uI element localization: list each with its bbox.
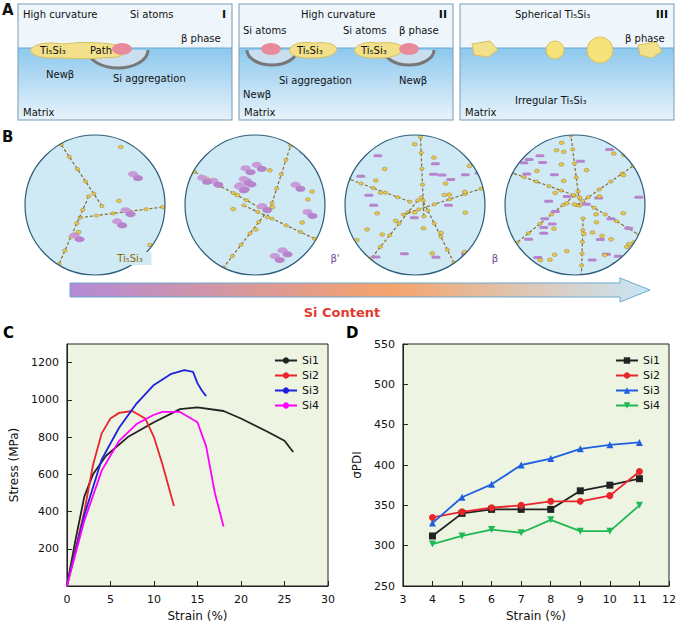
svg-text:350: 350 — [374, 499, 395, 512]
svg-text:High curvature: High curvature — [301, 9, 375, 20]
svg-text:4: 4 — [429, 593, 436, 606]
svg-text:B: B — [2, 128, 13, 146]
svg-text:Si aggregation: Si aggregation — [113, 73, 186, 84]
svg-text:Si1: Si1 — [302, 354, 319, 367]
svg-text:I: I — [222, 8, 226, 21]
svg-text:Matrix: Matrix — [465, 107, 497, 118]
svg-text:II: II — [439, 8, 447, 21]
svg-text:10: 10 — [603, 593, 617, 606]
svg-text:Strain (%): Strain (%) — [167, 609, 227, 623]
svg-text:1200: 1200 — [31, 356, 59, 369]
svg-text:15: 15 — [190, 593, 204, 606]
svg-text:5: 5 — [459, 593, 466, 606]
svg-text:Si3: Si3 — [302, 384, 319, 397]
svg-text:σPDI: σPDI — [350, 451, 364, 479]
svg-text:Matrix: Matrix — [244, 107, 276, 118]
svg-text:450: 450 — [374, 418, 395, 431]
svg-text:600: 600 — [38, 468, 59, 481]
svg-text:400: 400 — [38, 505, 59, 518]
svg-text:550: 550 — [374, 338, 395, 351]
svg-text:800: 800 — [38, 431, 59, 444]
svg-text:Ti₅Si₃: Ti₅Si₃ — [296, 45, 323, 56]
svg-text:6: 6 — [488, 593, 495, 606]
svg-text:11: 11 — [632, 593, 646, 606]
svg-text:Path: Path — [90, 45, 112, 56]
svg-text:8: 8 — [547, 593, 554, 606]
svg-text:250: 250 — [374, 580, 395, 593]
svg-text:Newβ: Newβ — [243, 89, 271, 100]
html-text:D: D — [346, 324, 359, 342]
svg-text:Matrix: Matrix — [23, 107, 55, 118]
svg-text:Si2: Si2 — [302, 369, 319, 382]
svg-text:β phase: β phase — [399, 25, 439, 36]
svg-text:7: 7 — [518, 593, 525, 606]
svg-text:200: 200 — [38, 542, 59, 555]
svg-text:400: 400 — [374, 459, 395, 472]
svg-text:Si4: Si4 — [302, 399, 319, 412]
svg-text:Newβ: Newβ — [46, 69, 74, 80]
svg-text:10: 10 — [147, 593, 161, 606]
svg-text:Ti₅Si₃: Ti₅Si₃ — [116, 253, 143, 264]
svg-text:Si aggregation: Si aggregation — [279, 75, 352, 86]
svg-text:β phase: β phase — [181, 33, 221, 44]
svg-text:Si1: Si1 — [643, 354, 660, 367]
svg-text:A: A — [2, 1, 14, 19]
svg-text:Spherical Ti₅Si₃: Spherical Ti₅Si₃ — [515, 9, 590, 20]
svg-text:Si atoms: Si atoms — [243, 25, 286, 36]
svg-text:Si atoms: Si atoms — [343, 25, 386, 36]
svg-text:9: 9 — [577, 593, 584, 606]
svg-text:β: β — [492, 253, 498, 264]
html-text:C: C — [3, 324, 14, 342]
svg-text:25: 25 — [277, 593, 291, 606]
svg-text:Newβ: Newβ — [399, 75, 427, 86]
svg-text:Si Content: Si Content — [304, 305, 381, 320]
svg-text:20: 20 — [234, 593, 248, 606]
svg-text:Si2: Si2 — [643, 369, 660, 382]
svg-text:Ti₅Si₃: Ti₅Si₃ — [39, 45, 66, 56]
svg-text:12: 12 — [662, 593, 676, 606]
svg-text:1000: 1000 — [31, 393, 59, 406]
svg-text:β phase: β phase — [625, 33, 665, 44]
svg-text:5: 5 — [107, 593, 114, 606]
svg-text:0: 0 — [63, 593, 70, 606]
svg-text:Si atoms: Si atoms — [130, 9, 173, 20]
svg-text:30: 30 — [321, 593, 335, 606]
svg-text:300: 300 — [374, 539, 395, 552]
svg-text:High curvature: High curvature — [23, 9, 97, 20]
svg-text:Si4: Si4 — [643, 399, 660, 412]
svg-text:Ti₅Si₃: Ti₅Si₃ — [360, 45, 387, 56]
svg-text:β': β' — [330, 253, 339, 264]
svg-text:Irregular Ti₅Si₃: Irregular Ti₅Si₃ — [515, 95, 587, 106]
svg-text:Si3: Si3 — [643, 384, 660, 397]
svg-text:III: III — [656, 8, 668, 21]
svg-text:500: 500 — [374, 378, 395, 391]
svg-text:Stress (MPa): Stress (MPa) — [7, 428, 21, 502]
svg-text:3: 3 — [399, 593, 406, 606]
svg-text:Strain (%): Strain (%) — [506, 609, 566, 623]
